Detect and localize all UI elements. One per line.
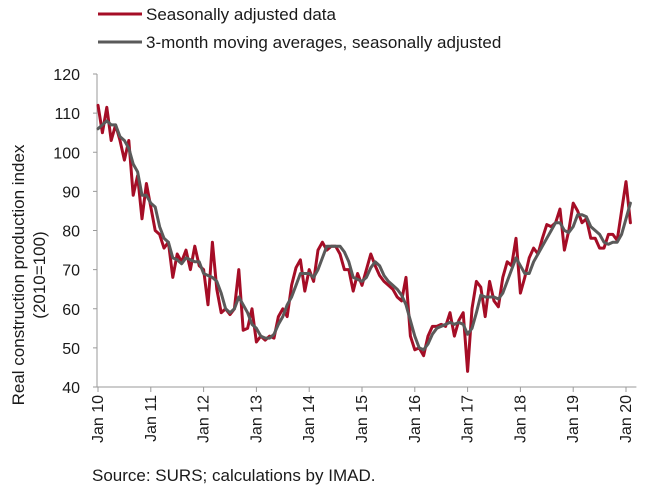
x-tick-label: Jan 10 bbox=[90, 395, 107, 443]
y-tick-label: 70 bbox=[62, 263, 80, 280]
plot-area bbox=[96, 103, 632, 373]
y-axis: 40 50 60 70 80 90 100 110 120 bbox=[53, 67, 98, 397]
y-tick-label: 80 bbox=[62, 224, 80, 241]
source-note: Source: SURS; calculations by IMAD. bbox=[92, 466, 376, 485]
y-tick-label: 120 bbox=[53, 67, 80, 84]
y-axis-title-line-1: Real construction production index bbox=[9, 144, 28, 405]
y-tick-label: 40 bbox=[62, 380, 80, 397]
x-tick-label: Jan 11 bbox=[143, 395, 160, 442]
x-tick-label: Jan 12 bbox=[196, 395, 213, 443]
x-tick-label: Jan 17 bbox=[460, 395, 477, 443]
x-tick-label: Jan 18 bbox=[512, 395, 529, 443]
x-tick-label: Jan 13 bbox=[248, 395, 265, 443]
x-tick-label: Jan 19 bbox=[565, 395, 582, 443]
x-tick-label: Jan 14 bbox=[301, 395, 318, 443]
x-tick-label: Jan 20 bbox=[618, 395, 635, 443]
y-axis-title: Real construction production index (2010… bbox=[9, 144, 49, 405]
x-axis: Jan 10 Jan 11 Jan 12 Jan 13 Jan 14 Jan 15 Jan … bbox=[90, 386, 637, 443]
x-tick-label: Jan 15 bbox=[354, 395, 371, 443]
legend-label-seasonally-adjusted: Seasonally adjusted data bbox=[146, 5, 337, 24]
y-tick-label: 100 bbox=[53, 145, 80, 162]
y-tick-label: 110 bbox=[54, 106, 80, 123]
series-line-seasonally-adjusted bbox=[96, 103, 632, 373]
y-tick-label: 60 bbox=[62, 302, 80, 319]
y-tick-label: 50 bbox=[62, 341, 80, 358]
legend-label-moving-average: 3-month moving averages, seasonally adju… bbox=[146, 33, 501, 52]
x-tick-label: Jan 16 bbox=[407, 395, 424, 443]
y-tick-label: 90 bbox=[62, 184, 80, 201]
series-line-moving-average bbox=[96, 119, 632, 352]
y-axis-title-line-2: (2010=100) bbox=[30, 231, 49, 318]
legend: Seasonally adjusted data 3-month moving … bbox=[98, 5, 501, 52]
